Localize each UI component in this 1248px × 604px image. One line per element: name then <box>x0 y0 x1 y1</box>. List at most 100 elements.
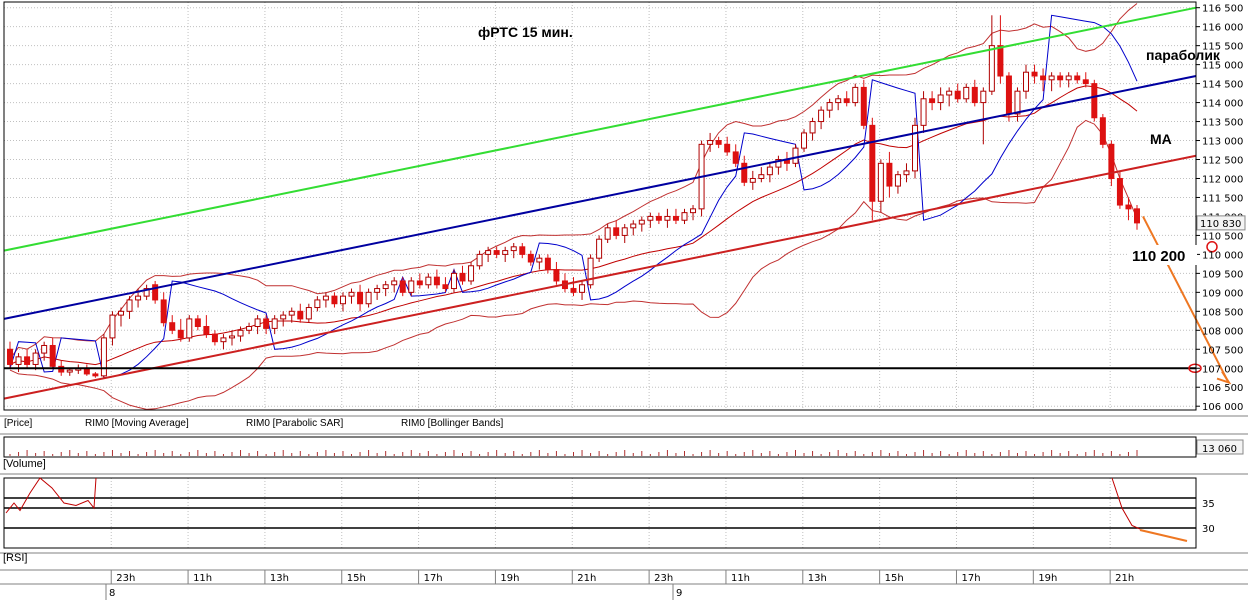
candle-body <box>1023 71 1030 92</box>
y-tick-label: 108 000 <box>1202 326 1243 337</box>
candle <box>741 155 748 187</box>
rsi-line <box>5 477 97 514</box>
candle <box>485 246 492 262</box>
candle-body <box>374 288 381 293</box>
candle-body <box>32 352 39 365</box>
candle <box>280 311 287 327</box>
candle-body <box>220 337 227 343</box>
candle-body <box>263 318 270 329</box>
candle <box>271 315 278 335</box>
time-axis: 23h 11h 13h 15h 17h 19h 21h 23h 11h 13h 15h 17h 19h 2… <box>0 569 1248 604</box>
candle <box>570 277 577 297</box>
candle-body <box>459 272 466 282</box>
candle <box>1108 140 1115 187</box>
candle-body <box>903 170 910 176</box>
projection-arrowhead <box>1216 370 1232 385</box>
candle <box>322 292 329 308</box>
rsi-line <box>1111 477 1141 530</box>
y-tick-label: 116 500 <box>1202 4 1243 15</box>
candle <box>596 235 603 262</box>
candle-body <box>24 356 31 365</box>
candle <box>510 243 517 259</box>
candle <box>92 372 99 378</box>
candle-body <box>382 284 389 290</box>
candle <box>920 91 927 133</box>
candle <box>1031 64 1038 84</box>
candle-body <box>724 143 731 153</box>
candle <box>100 334 107 378</box>
y-tick-label: 114 000 <box>1202 99 1243 110</box>
candle-body <box>741 162 748 183</box>
candle-body <box>485 250 492 255</box>
candle <box>980 87 987 145</box>
candle <box>169 315 176 335</box>
candle-body <box>237 329 244 337</box>
rsi-label: [RSI] <box>3 552 27 564</box>
candle <box>1074 72 1081 84</box>
candle-body <box>672 215 679 221</box>
candle-body <box>638 219 645 225</box>
candle-body <box>476 253 483 267</box>
candle <box>544 254 551 274</box>
candle-body <box>66 369 73 373</box>
candle-body <box>519 246 526 255</box>
candle-body <box>920 98 927 126</box>
candle <box>416 273 423 289</box>
candle-body <box>536 257 543 263</box>
candle <box>527 250 534 266</box>
candle <box>988 15 995 95</box>
candle-body <box>126 299 133 312</box>
candle <box>732 144 739 168</box>
candle-body <box>271 318 278 329</box>
time-label: 11h <box>193 573 212 584</box>
candle-body <box>1065 75 1072 81</box>
candle <box>297 303 304 323</box>
candle <box>894 170 901 194</box>
candle-body <box>852 86 859 104</box>
candle <box>254 315 261 335</box>
candle-body <box>425 276 432 286</box>
candle <box>502 246 509 262</box>
time-axis-bg <box>0 570 1248 604</box>
candle-body <box>886 162 893 187</box>
candle <box>246 322 253 335</box>
candle-body <box>160 299 167 324</box>
candle <box>758 167 765 183</box>
candle-body <box>613 227 620 236</box>
rsi-tick-label: 35 <box>1202 499 1215 510</box>
y-tick-label: 115 000 <box>1202 61 1243 72</box>
candle <box>186 315 193 342</box>
candle <box>775 155 782 175</box>
candle <box>109 311 116 346</box>
candle <box>912 117 919 179</box>
candle-body <box>809 121 816 134</box>
candle-body <box>587 257 594 286</box>
parabolic-sar <box>9 14 1138 379</box>
volume-label: [Volume] <box>3 458 46 470</box>
time-label: 21h <box>1115 573 1134 584</box>
candle-body <box>655 215 662 221</box>
legend-price: [Price] <box>4 418 33 429</box>
y-tick-label: 114 500 <box>1202 80 1243 91</box>
y-tick-label: 108 500 <box>1202 307 1243 318</box>
candle-body <box>860 86 867 126</box>
candle <box>408 277 415 297</box>
candle <box>809 117 816 141</box>
candle-body <box>433 276 440 286</box>
candle <box>766 163 773 183</box>
candle <box>331 292 338 308</box>
candle <box>1014 87 1021 122</box>
time-label: 21h <box>577 573 596 584</box>
candle <box>877 159 884 213</box>
candle <box>1134 205 1140 230</box>
candle <box>690 205 697 221</box>
chart-title: фРТС 15 мин. <box>478 24 573 40</box>
candle <box>886 151 893 198</box>
candle <box>49 337 56 369</box>
candle <box>1099 113 1106 149</box>
moving-average-line <box>9 85 1138 366</box>
candle <box>715 136 722 149</box>
y-tick-label: 110 000 <box>1202 250 1243 261</box>
legend-ma: RIM0 [Moving Average] <box>85 418 189 429</box>
